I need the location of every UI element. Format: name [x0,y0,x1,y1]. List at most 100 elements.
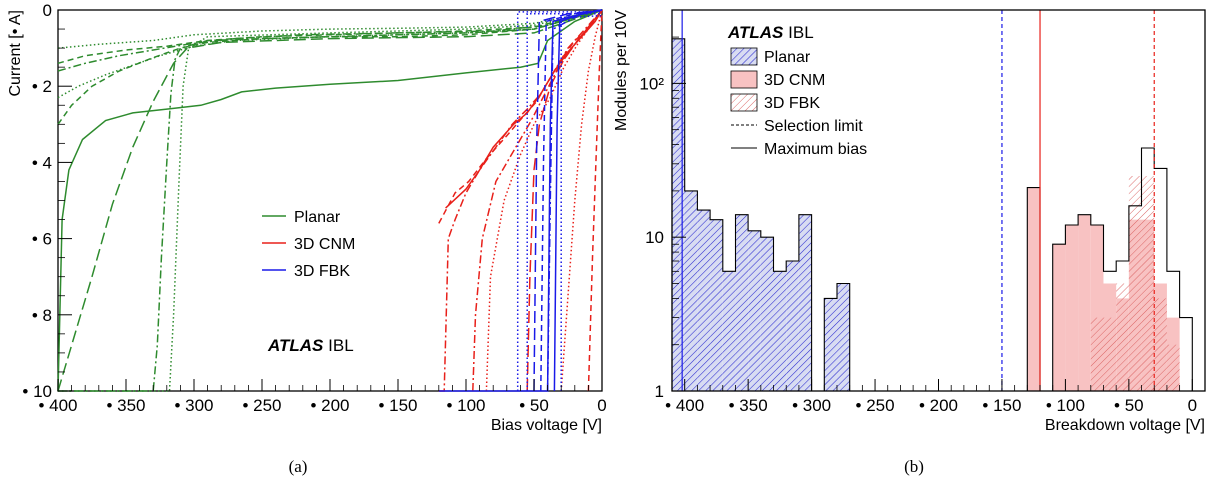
panel-a-atlas-bold: ATLAS [267,336,324,355]
iv-curve-planar-2 [57,9,603,125]
panel-a-x-tick-label: • 350 [106,396,145,415]
panel-a-y-tick-label: • 4 [32,153,52,172]
iv-curve-3d-fbk-25 [560,14,603,391]
panel-a-atlas-ibl: IBL [323,336,353,355]
panel-b-x-tick-label: • 300 [792,396,831,415]
panel-b-caption: (b) [904,457,924,476]
planar-bar [836,283,850,391]
panel-b-y-axis-title: Modules per 10V [613,10,630,131]
planar-bar [798,214,812,391]
iv-curve-3d-cnm-15 [560,9,603,392]
panel-b-x-axis-title: Breakdown voltage [V] [1045,417,1205,434]
iv-curve-planar-5 [57,9,603,49]
iv-curve-3d-cnm-10 [438,9,603,224]
panel-a-curves [57,9,603,392]
panel-b-legend-maximum-bias: Maximum bias [764,141,867,158]
panel-b-breakdown-histogram: • 400 • 350 • 300 • 250 • 200 • 150 • 100 • 50 0… [613,9,1206,476]
panel-b-legend-3d-cnm: 3D CNM [764,72,825,89]
panel-a-y-tick-label: • 10 [22,382,52,401]
panel-a-y-tick-label: 0 [43,1,52,20]
iv-curve-3d-cnm-12 [438,9,603,392]
planar-bar [672,38,685,392]
panel-a-legend: Planar 3D CNM 3D FBK [262,209,355,280]
panel-a-x-tick-label: • 300 [174,396,213,415]
fbk-bar [1116,283,1129,391]
iv-curve-3d-cnm-14 [485,9,603,392]
planar-bar [773,271,787,391]
panel-b-legend-3d-fbk: 3D FBK [764,95,820,112]
panel-b-legend: Planar 3D CNM 3D FBK Selection limit Max… [730,47,867,158]
planar-bar [697,210,711,391]
fbk-bar [1141,175,1155,391]
panel-b-x-tick-label: • 400 [665,396,704,415]
panel-a-x-tick-label: • 200 [310,396,349,415]
fbk-bar [1103,317,1117,391]
panel-b-x-tick-label: • 350 [729,396,768,415]
panel-a-iv-curves: • 400 • 350 • 300 • 250 • 200 • 150 • 100 • 50 0… [7,1,607,476]
panel-a-atlas-label: ATLAS IBL [267,336,354,355]
panel-b-axes: • 400 • 350 • 300 • 250 • 200 • 150 • 100 • 50 0… [639,9,1197,415]
panel-b-atlas-bold: ATLAS [727,23,784,42]
panel-b-y-tick-label: 1 [655,382,664,401]
planar-bar [824,298,837,391]
panel-b-y-tick-label: 10 [645,228,664,247]
panel-a-y-tick-label: • 6 [32,230,52,249]
iv-curve-planar-6 [57,9,603,72]
panel-a-x-tick-label: • 250 [242,396,281,415]
panel-a-legend-planar: Planar [294,209,341,226]
panel-a-x-tick-label: • 50 [519,396,549,415]
panel-a-legend-3d-fbk: 3D FBK [294,263,350,280]
cnm-bar [1052,244,1066,391]
panel-a-x-axis-title: Bias voltage [V] [491,417,602,434]
panel-a-x-tick-label: 0 [597,396,606,415]
cnm-bar [1078,214,1091,391]
panel-b-y-tick-label: 10² [639,74,664,93]
panel-a-x-tick-label: • 400 [38,396,77,415]
iv-curve-3d-fbk-21 [533,9,603,392]
iv-curve-planar-8 [58,9,603,392]
panel-a-x-tick-label: • 100 [446,396,485,415]
planar-bar [722,271,736,391]
panel-a-caption: (a) [289,457,308,476]
panel-b-x-tick-label: 0 [1188,396,1197,415]
panel-b-x-tick-label: • 100 [1046,396,1085,415]
panel-b-legend-selection-limit: Selection limit [764,118,863,135]
cnm-bar [1027,187,1041,391]
cnm-bar [1065,225,1079,391]
panel-a-axes: • 400 • 350 • 300 • 250 • 200 • 150 • 100 • 50 0… [22,1,606,415]
planar-bar [760,237,774,391]
legend-swatch-planar [730,47,758,66]
panel-a-y-tick-label: • 2 [32,77,52,96]
fbk-bar [1090,317,1104,391]
panel-a-legend-3d-cnm: 3D CNM [294,236,355,253]
panel-b-atlas-ibl: IBL [783,23,813,42]
panel-b-x-tick-label: • 150 [982,396,1021,415]
iv-curve-3d-fbk-22 [546,9,603,392]
planar-bar [786,261,799,391]
planar-bar [748,230,761,391]
planar-bar [684,190,698,391]
legend-swatch-3d-fbk [730,93,758,112]
legend-swatch-3d-cnm [730,70,758,89]
panel-b-x-tick-label: • 200 [919,396,958,415]
planar-bar [735,214,749,391]
iv-curve-3d-fbk-20 [540,9,603,392]
panel-a-y-axis-title: Current [• A] [7,10,24,97]
panel-b-legend-planar: Planar [764,49,811,66]
panel-b-x-tick-label: • 250 [856,396,895,415]
panel-b-x-tick-label: • 50 [1114,396,1144,415]
fbk-bar [1154,298,1167,391]
panel-a-x-tick-label: • 150 [378,396,417,415]
panel-b-bars [671,10,1205,392]
iv-curve-planar-7 [57,9,603,392]
iv-curve-planar-1 [57,9,603,392]
iv-curve-planar-3 [57,9,603,65]
iv-curve-3d-fbk-24 [526,13,602,391]
iv-curve-3d-cnm-13 [472,9,603,392]
fbk-bar [1166,344,1180,391]
fbk-bar [1128,175,1142,391]
iv-curve-3d-cnm-16 [587,9,603,392]
panel-a-y-tick-label: • 8 [32,306,52,325]
panel-b-atlas-label: ATLAS IBL [727,23,814,42]
